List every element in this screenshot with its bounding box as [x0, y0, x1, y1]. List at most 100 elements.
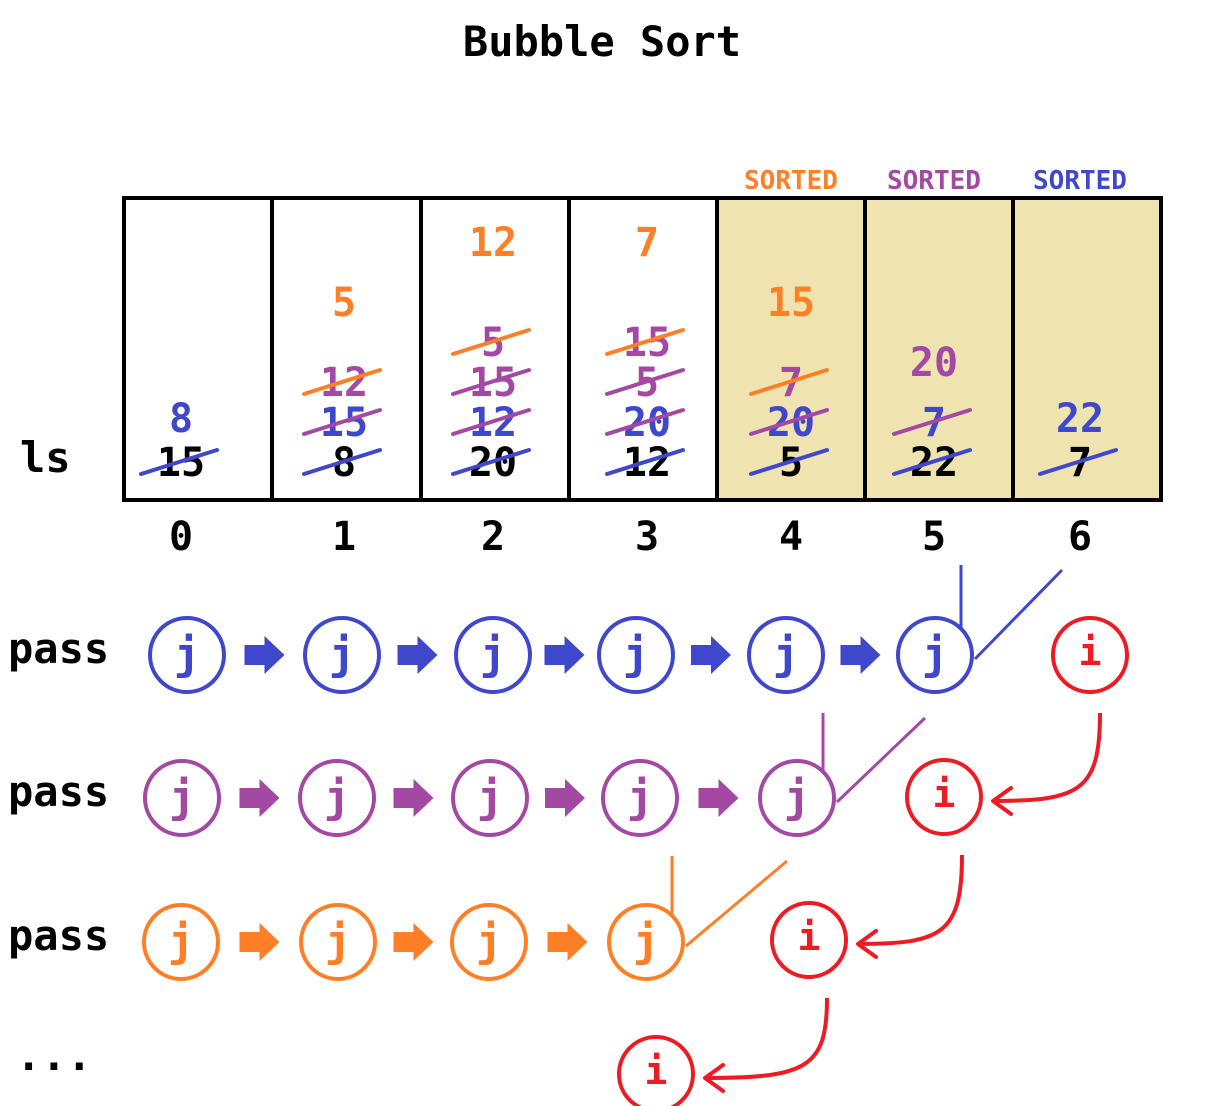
pass-label: pass	[8, 767, 109, 816]
j-pointer-circle	[747, 616, 825, 694]
j-pointer-circle	[298, 759, 376, 837]
pass-row: pass j j j j j j	[8, 565, 1064, 694]
index-label: 6	[1068, 514, 1092, 560]
j-pointer-label: j	[329, 629, 356, 680]
i-pointer-label: i	[1079, 630, 1102, 674]
j-pointer-label: j	[174, 629, 201, 680]
sorted-cell-fill	[717, 198, 865, 500]
cell-value: 22	[1056, 396, 1104, 442]
strike-line	[302, 448, 382, 476]
step-arrow	[239, 923, 280, 961]
j-pointer-label: j	[477, 772, 504, 823]
step-arrow	[239, 779, 280, 817]
strike-line	[605, 328, 685, 356]
j-pointer-circle	[142, 903, 220, 981]
strike-line	[1038, 448, 1118, 476]
sorted-label: SORTED	[1033, 166, 1127, 196]
arrowhead	[991, 786, 1013, 816]
i-pointer-label: i	[933, 772, 956, 816]
array-border	[122, 196, 1163, 502]
sorted-cell-fill	[1013, 198, 1161, 500]
strike-line	[302, 408, 382, 436]
strike-line	[139, 448, 219, 476]
j-pointer-circle	[451, 759, 529, 837]
j-pointer-circle	[454, 616, 532, 694]
strike-line	[605, 448, 685, 476]
j-pointer-circle	[299, 903, 377, 981]
strike-line	[892, 448, 972, 476]
diagram-title: Bubble Sort	[463, 17, 741, 66]
pass-label: pass	[8, 911, 109, 960]
step-arrow	[840, 636, 881, 674]
strike-line	[892, 408, 972, 436]
cell-value: 12	[469, 220, 517, 266]
step-arrow	[244, 636, 285, 674]
j-pointer-label: j	[633, 916, 660, 967]
j-pointer-label: j	[773, 629, 800, 680]
strike-line	[605, 408, 685, 436]
strike-line	[302, 368, 382, 396]
array-cells: SORTEDSORTEDSORTED0123456158815125201215…	[122, 166, 1163, 560]
compare-line-j1	[685, 859, 788, 948]
strike-line	[749, 448, 829, 476]
cell-value: 7	[635, 220, 659, 266]
j-pointer-circle	[303, 616, 381, 694]
arrowhead	[856, 929, 878, 959]
j-pointer-label: j	[325, 916, 352, 967]
sorted-cell-fill	[865, 198, 1013, 500]
pass-row: pass j j j j	[8, 856, 788, 981]
arrowhead	[703, 1063, 725, 1093]
i-pointer-circle	[1051, 616, 1129, 694]
step-arrow	[393, 779, 434, 817]
i-pointer-label: i	[645, 1049, 668, 1093]
sorted-label: SORTED	[744, 166, 838, 196]
sorted-label: SORTED	[887, 166, 981, 196]
j-pointer-circle	[601, 759, 679, 837]
i-step-arrow	[857, 854, 964, 946]
strike-line	[605, 368, 685, 396]
index-label: 2	[481, 514, 505, 560]
compare-line-j1	[835, 716, 927, 804]
strike-line	[749, 368, 829, 396]
index-label: 5	[922, 514, 946, 560]
i-pointer-circle	[617, 1035, 695, 1106]
j-pointer-label: j	[480, 629, 507, 680]
j-pointer-label: j	[169, 772, 196, 823]
pass-rows: pass j j j j j j pass j j j j j pass j j j j i i i i	[8, 565, 1129, 1106]
i-step-arrow	[992, 712, 1102, 803]
j-pointer-circle	[758, 759, 836, 837]
strike-line	[749, 408, 829, 436]
i-step-arrow	[704, 997, 829, 1080]
j-pointer-circle	[896, 616, 974, 694]
cell-value: 15	[767, 280, 815, 326]
index-label: 4	[779, 514, 803, 560]
strike-line	[451, 368, 531, 396]
j-pointer-circle	[597, 616, 675, 694]
strike-line	[451, 448, 531, 476]
j-pointer-circle	[143, 759, 221, 837]
j-pointer-label: j	[627, 772, 654, 823]
j-pointer-label: j	[168, 916, 195, 967]
cell-value: 8	[169, 396, 193, 442]
step-arrow	[545, 779, 585, 817]
step-arrow	[547, 923, 588, 961]
index-label: 3	[635, 514, 659, 560]
ellipsis: ...	[16, 1031, 92, 1080]
cell-value: 20	[910, 340, 958, 386]
step-arrow	[393, 923, 434, 961]
j-pointer-circle	[450, 903, 528, 981]
j-pointer-label: j	[784, 772, 811, 823]
step-arrow	[691, 636, 731, 674]
j-pointer-label: j	[476, 916, 503, 967]
compare-line-j1	[973, 568, 1064, 661]
i-pointer-circle	[770, 901, 848, 979]
array-label: ls	[20, 433, 71, 482]
cell-value: 5	[332, 280, 356, 326]
step-arrow	[698, 779, 739, 817]
i-pointer-circle	[905, 758, 983, 836]
step-arrow	[397, 636, 438, 674]
j-pointer-circle	[607, 903, 685, 981]
step-arrow	[544, 636, 585, 674]
